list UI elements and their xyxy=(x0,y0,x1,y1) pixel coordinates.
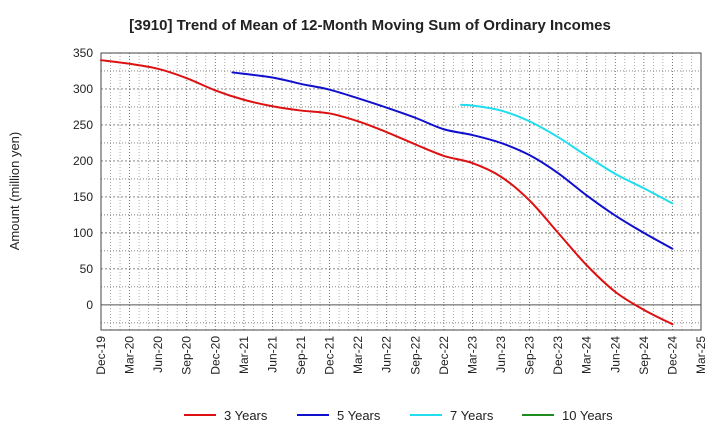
series-line-7-years xyxy=(460,103,674,205)
x-tick-label: Jun-23 xyxy=(494,336,508,373)
x-tick-label: Sep-23 xyxy=(523,336,537,375)
x-tick-label: Dec-19 xyxy=(94,336,108,375)
x-tick-label: Dec-20 xyxy=(208,336,222,375)
series-line-3-years xyxy=(100,59,674,326)
y-axis-label: Amount (million yen) xyxy=(7,132,22,251)
series-line-5-years xyxy=(231,71,674,250)
chart-title: [3910] Trend of Mean of 12-Month Moving … xyxy=(129,17,611,34)
x-tick-label: Mar-24 xyxy=(580,336,594,374)
legend: 3 Years 5 Years 7 Years 10 Years xyxy=(184,408,613,423)
x-tick-label: Jun-22 xyxy=(380,336,394,373)
y-tick-label: 100 xyxy=(73,226,93,240)
x-tick-label: Mar-25 xyxy=(694,336,708,374)
x-tick-label: Dec-23 xyxy=(551,336,565,375)
y-tick-label: 350 xyxy=(73,46,93,60)
y-tick-label: 250 xyxy=(73,118,93,132)
x-tick-label: Jun-24 xyxy=(608,336,622,373)
legend-item-10-years: 10 Years xyxy=(522,408,613,423)
legend-item-7-years: 7 Years xyxy=(410,408,494,423)
x-tick-label: Dec-22 xyxy=(437,336,451,375)
legend-label: 3 Years xyxy=(224,408,268,423)
plot-background xyxy=(101,53,701,330)
x-tick-label: Jun-21 xyxy=(265,336,279,373)
y-tick-labels: 0 50 100 150 200 250 300 350 xyxy=(73,46,93,312)
legend-label: 5 Years xyxy=(337,408,381,423)
x-tick-labels: Dec-19 Mar-20 Jun-20 Sep-20 Dec-20 Mar-21 Jun-… xyxy=(94,336,708,375)
x-tick-label: Sep-20 xyxy=(180,336,194,375)
legend-label: 10 Years xyxy=(562,408,613,423)
y-tick-label: 300 xyxy=(73,82,93,96)
x-tick-label: Sep-24 xyxy=(637,336,651,375)
y-tick-label: 200 xyxy=(73,154,93,168)
x-tick-label: Sep-21 xyxy=(294,336,308,375)
legend-label: 7 Years xyxy=(450,408,494,423)
legend-item-3-years: 3 Years xyxy=(184,408,268,423)
y-tick-label: 0 xyxy=(86,298,93,312)
x-tick-label: Sep-22 xyxy=(408,336,422,375)
series-lines xyxy=(100,59,674,326)
x-tick-label: Mar-22 xyxy=(351,336,365,374)
x-tick-label: Dec-24 xyxy=(665,336,679,375)
y-gridlines xyxy=(101,52,701,324)
x-tick-label: Jun-20 xyxy=(151,336,165,373)
y-tick-label: 150 xyxy=(73,190,93,204)
plot-area: 0 50 100 150 200 250 300 350 Dec-19 Mar-20 Jun-20 S… xyxy=(73,46,708,375)
y-tick-label: 50 xyxy=(80,262,94,276)
x-tick-label: Mar-23 xyxy=(465,336,479,374)
major-gridlines xyxy=(129,53,673,330)
x-tick-label: Dec-21 xyxy=(323,336,337,375)
x-tick-label: Mar-21 xyxy=(237,336,251,374)
x-tick-label: Mar-20 xyxy=(123,336,137,374)
legend-item-5-years: 5 Years xyxy=(297,408,381,423)
plot-frame xyxy=(100,52,702,331)
